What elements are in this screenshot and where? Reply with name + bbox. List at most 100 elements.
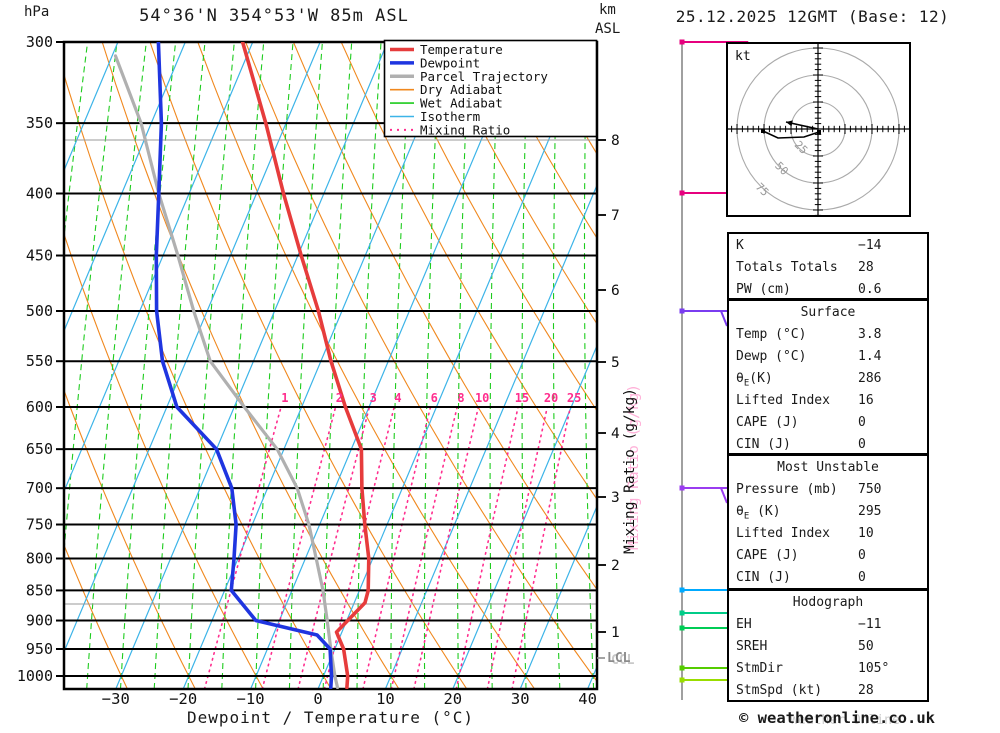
row-label: PW (cm) xyxy=(736,282,791,297)
mixing-ratio-value-labels: 1 2 3 4 6 8 10 15 20 25 xyxy=(281,391,581,405)
svg-text:800: 800 xyxy=(26,550,53,568)
row-label: SREH xyxy=(736,639,768,654)
svg-text:Mixing Ratio: Mixing Ratio xyxy=(420,122,510,137)
svg-text:−10: −10 xyxy=(237,690,265,708)
row-label: StmSpd (kt) xyxy=(736,683,823,698)
table-row: CAPE (J) 0 xyxy=(729,412,927,434)
row-label: EH xyxy=(736,617,752,632)
row-label: θE(K) xyxy=(736,371,773,389)
svg-text:3: 3 xyxy=(370,391,377,405)
table-row: StmSpd (kt) 28 xyxy=(729,680,927,702)
row-value: 10 xyxy=(858,526,874,541)
svg-text:20: 20 xyxy=(544,391,558,405)
svg-text:2: 2 xyxy=(336,391,343,405)
table-row: Temp (°C) 3.8 xyxy=(729,324,927,346)
table-row: CIN (J) 0 xyxy=(729,567,927,589)
svg-text:950: 950 xyxy=(26,640,53,658)
row-label: StmDir xyxy=(736,661,783,676)
svg-text:1000: 1000 xyxy=(17,667,53,685)
table-row: CIN (J) 0 xyxy=(729,434,927,456)
svg-text:550: 550 xyxy=(26,352,53,370)
svg-text:0: 0 xyxy=(313,690,322,708)
table-row: Totals Totals 28 xyxy=(729,257,927,279)
surface-table: Surface Temp (°C) 3.8 Dewp (°C) 1.4 θE(K) 286 L… xyxy=(727,299,929,455)
svg-text:650: 650 xyxy=(26,440,53,458)
row-value: −14 xyxy=(858,238,882,253)
svg-text:8: 8 xyxy=(611,133,620,149)
svg-text:4: 4 xyxy=(611,426,620,442)
lcl-marker-label: LCL xyxy=(607,651,631,666)
row-value: 0.6 xyxy=(858,282,882,297)
svg-text:kt: kt xyxy=(735,49,751,64)
svg-text:−20: −20 xyxy=(169,690,197,708)
table-row: SREH 50 xyxy=(729,636,927,658)
svg-text:Dewpoint: Dewpoint xyxy=(420,55,480,70)
temperature-axis-label: Dewpoint / Temperature (°C) xyxy=(186,708,475,727)
svg-text:850: 850 xyxy=(26,581,53,599)
table-row: PW (cm) 0.6 xyxy=(729,279,927,301)
run-datetime-title: 25.12.2025 12GMT (Base: 12) xyxy=(675,7,950,26)
row-value: 3.8 xyxy=(858,327,882,342)
table-row: EH −11 xyxy=(729,614,927,636)
indices-table: K −14 Totals Totals 28 PW (cm) 0.6 xyxy=(727,232,929,300)
svg-text:1: 1 xyxy=(281,391,288,405)
svg-text:300: 300 xyxy=(26,33,53,51)
row-value: 28 xyxy=(858,260,874,275)
copyright-text: © weatheronline.co.uk xyxy=(739,709,935,727)
svg-text:15: 15 xyxy=(515,391,529,405)
row-value: 0 xyxy=(858,437,866,452)
svg-text:Dry Adiabat: Dry Adiabat xyxy=(420,82,503,97)
svg-text:Wet Adiabat: Wet Adiabat xyxy=(420,96,503,111)
page-title: 54°36'N 354°53'W 85m ASL xyxy=(139,6,409,26)
table-row: Lifted Index 16 xyxy=(729,390,927,412)
table-row: θE (K) 295 xyxy=(729,501,927,523)
table-row: K −14 xyxy=(729,235,927,257)
pressure-axis-unit: hPa xyxy=(24,4,50,20)
svg-text:6: 6 xyxy=(611,283,620,299)
dewpoint-curve xyxy=(154,42,334,689)
mixing-ratio-axis-label: Mixing Ratio (g/kg) xyxy=(622,388,638,554)
svg-text:900: 900 xyxy=(26,612,53,630)
row-value: 28 xyxy=(858,683,874,698)
row-label: Pressure (mb) xyxy=(736,482,838,497)
row-value: 16 xyxy=(858,393,874,408)
row-value: 0 xyxy=(858,570,866,585)
altitude-axis: 8 7 6 5 4 3 2 1 xyxy=(597,133,620,659)
table-row: StmDir 105° xyxy=(729,658,927,680)
most-unstable-table: Most Unstable Pressure (mb) 750 θE (K) 295 Li… xyxy=(727,454,929,590)
temperature-axis-ticks: −30 −20 −10 0 10 20 30 40 xyxy=(102,690,597,708)
table-row: Pressure (mb) 750 xyxy=(729,479,927,501)
table-row: Dewp (°C) 1.4 xyxy=(729,346,927,368)
row-value: −11 xyxy=(858,617,882,632)
svg-text:700: 700 xyxy=(26,479,53,497)
row-label: Totals Totals xyxy=(736,260,838,275)
table-header: Most Unstable xyxy=(777,460,879,475)
table-header: Hodograph xyxy=(792,595,864,610)
svg-text:1: 1 xyxy=(611,625,620,641)
copyright-watermark-ghost: Weather Online xyxy=(790,713,900,728)
row-value: 286 xyxy=(858,371,882,386)
ccl-marker-label: CCL xyxy=(611,653,635,668)
row-value: 750 xyxy=(858,482,882,497)
svg-text:2: 2 xyxy=(611,558,620,574)
row-label: θE (K) xyxy=(736,504,781,522)
svg-text:10: 10 xyxy=(475,391,489,405)
svg-text:Parcel Trajectory: Parcel Trajectory xyxy=(420,69,548,84)
temperature-curve xyxy=(240,42,371,689)
svg-text:Isotherm: Isotherm xyxy=(420,109,480,124)
row-label: CAPE (J) xyxy=(736,415,799,430)
altitude-axis-datum: ASL xyxy=(595,21,621,37)
svg-text:30: 30 xyxy=(511,690,530,708)
svg-text:8: 8 xyxy=(457,391,464,405)
parcel-trajectory-curve xyxy=(113,54,340,689)
svg-text:500: 500 xyxy=(26,302,53,320)
svg-text:10: 10 xyxy=(376,690,395,708)
table-row: θE(K) 286 xyxy=(729,368,927,390)
svg-text:40: 40 xyxy=(578,690,597,708)
row-value: 295 xyxy=(858,504,882,519)
row-label: CAPE (J) xyxy=(736,548,799,563)
row-value: 0 xyxy=(858,548,866,563)
svg-text:4: 4 xyxy=(394,391,401,405)
